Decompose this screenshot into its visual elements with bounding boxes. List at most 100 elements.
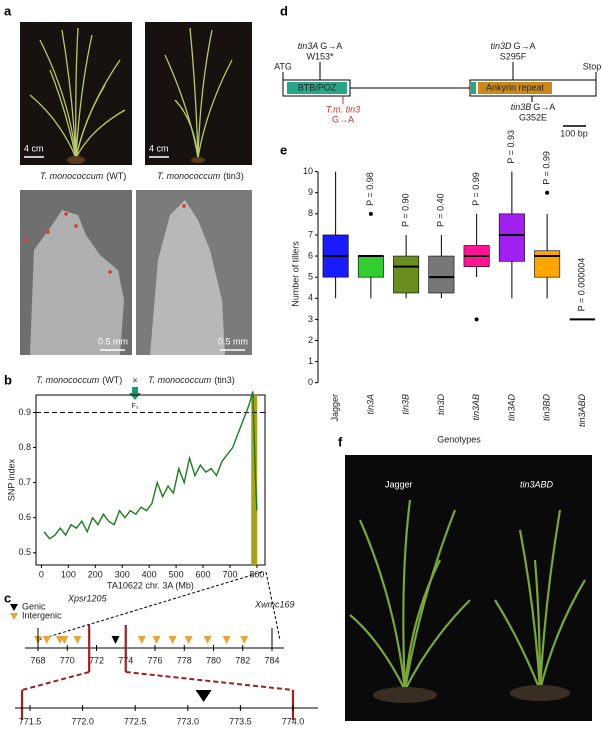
zoom-tick-label: 771.5 — [19, 716, 42, 726]
x-axis-label: Genotypes — [437, 434, 481, 444]
caption: T. monococcum (WT) — [40, 171, 126, 181]
p-value: P = 0.99 — [542, 151, 552, 185]
map-tick-label: 780 — [206, 655, 221, 665]
mutation: tin3A G→A — [298, 41, 343, 51]
category-label: tin3AD — [506, 394, 516, 422]
map-tick-label: 776 — [147, 655, 162, 665]
zoom-tick-label: 774.0 — [282, 716, 305, 726]
legend-label: Genic — [22, 601, 46, 611]
box — [357, 255, 384, 278]
genotype: (WT) — [102, 375, 122, 385]
y-tick-label: 0.5 — [18, 547, 31, 557]
plant-label: tin3ABD — [520, 479, 554, 489]
panel-label: f — [338, 434, 343, 449]
panel-label: c — [4, 590, 11, 605]
scale-label: 100 bp — [560, 128, 588, 138]
x-tick-label: 400 — [142, 569, 157, 579]
zoom-tick-label: 772.5 — [124, 716, 147, 726]
map-tick-label: 770 — [60, 655, 75, 665]
x-tick-label: 800 — [249, 569, 264, 579]
category-label: tin3BD — [542, 394, 552, 422]
genotype: (tin3) — [214, 375, 235, 385]
box — [428, 255, 455, 294]
category-label: tin3ABD — [577, 394, 587, 428]
change: G→A — [320, 41, 342, 51]
category-label: tin3D — [436, 394, 446, 416]
change: G→A — [533, 102, 555, 112]
genotype: (WT) — [106, 171, 126, 181]
panel-label: b — [4, 372, 12, 387]
stop-codon: Stop — [583, 61, 602, 71]
x-axis-label: TA10622 chr. 3A (Mb) — [107, 580, 194, 590]
marker-label: Xwmc169 — [254, 599, 295, 609]
scale-label: 0.5 mm — [218, 336, 248, 346]
domain-label: Ankyrin repeat — [486, 82, 545, 92]
snp-line — [43, 391, 258, 540]
category-label: tin3AB — [471, 394, 481, 421]
outlier — [368, 211, 373, 216]
intergenic-marker — [73, 636, 82, 644]
cross-symbol: × — [132, 375, 137, 385]
caption: T. monococcum (tin3) — [157, 171, 244, 181]
effect: S295F — [500, 51, 527, 61]
box — [393, 255, 420, 294]
window-connector — [125, 671, 294, 691]
panel-label: e — [280, 142, 287, 157]
y-tick-label: 3 — [308, 314, 313, 324]
y-tick-label: 6 — [308, 250, 313, 260]
map-tick-label: 778 — [177, 655, 192, 665]
y-tick-label: 0.6 — [18, 512, 31, 522]
y-tick-label: 0.8 — [18, 442, 31, 452]
map-tick-label: 782 — [235, 655, 250, 665]
sem-image-wt — [20, 190, 132, 355]
genotype: (tin3) — [223, 171, 244, 181]
box — [534, 250, 561, 278]
y-tick-label: 0.7 — [18, 477, 31, 487]
x-tick-label: 700 — [222, 569, 237, 579]
y-tick-label: 8 — [308, 208, 313, 218]
intergenic-marker — [60, 636, 69, 644]
sem-image-tin3 — [136, 190, 252, 355]
change: G→A — [514, 41, 536, 51]
x-tick-label: 200 — [88, 569, 103, 579]
zoom-connector — [37, 571, 263, 641]
zoom-connector — [265, 571, 281, 641]
intergenic-marker — [168, 636, 177, 644]
legend-intergenic — [10, 613, 18, 620]
legend-genic — [10, 604, 18, 611]
y-tick-label: 5 — [308, 272, 313, 282]
intergenic-marker — [222, 636, 231, 644]
y-tick-label: 1 — [308, 356, 313, 366]
p-value: P = 0.40 — [436, 193, 446, 227]
change: G→A — [332, 114, 354, 124]
p-value: P = 0.99 — [471, 172, 481, 206]
intergenic-marker — [137, 636, 146, 644]
cross-arrow — [129, 387, 141, 400]
highlight-band — [251, 395, 258, 565]
zoom-tick-label: 772.0 — [71, 716, 94, 726]
gene: tin3B — [511, 102, 532, 112]
intergenic-marker — [184, 636, 193, 644]
category-label: Jagger — [330, 394, 340, 422]
panel-label: d — [280, 3, 288, 18]
species: T. monococcum — [40, 171, 104, 181]
intergenic-marker — [240, 636, 249, 644]
x-tick-label: 100 — [61, 569, 76, 579]
photo-plant-wt — [20, 22, 132, 165]
x-tick-label: 300 — [115, 569, 130, 579]
y-axis-label: SNP index — [6, 458, 16, 501]
scale-label: 4 cm — [24, 143, 44, 153]
y-tick-label: 2 — [308, 335, 313, 345]
photo-plants-f — [345, 455, 592, 721]
gene: tin3D — [490, 41, 512, 51]
map-tick-label: 768 — [30, 655, 45, 665]
legend-label: Intergenic — [22, 610, 62, 620]
start-codon: ATG — [274, 61, 292, 71]
mutation: tin3D G→A — [490, 41, 535, 51]
y-tick-label: 10 — [303, 166, 313, 176]
x-tick-label: 600 — [196, 569, 211, 579]
p-value: P = 0.90 — [401, 193, 411, 227]
category-label: tin3B — [401, 394, 411, 415]
parent-label: T. monococcum (WT) — [36, 375, 122, 385]
